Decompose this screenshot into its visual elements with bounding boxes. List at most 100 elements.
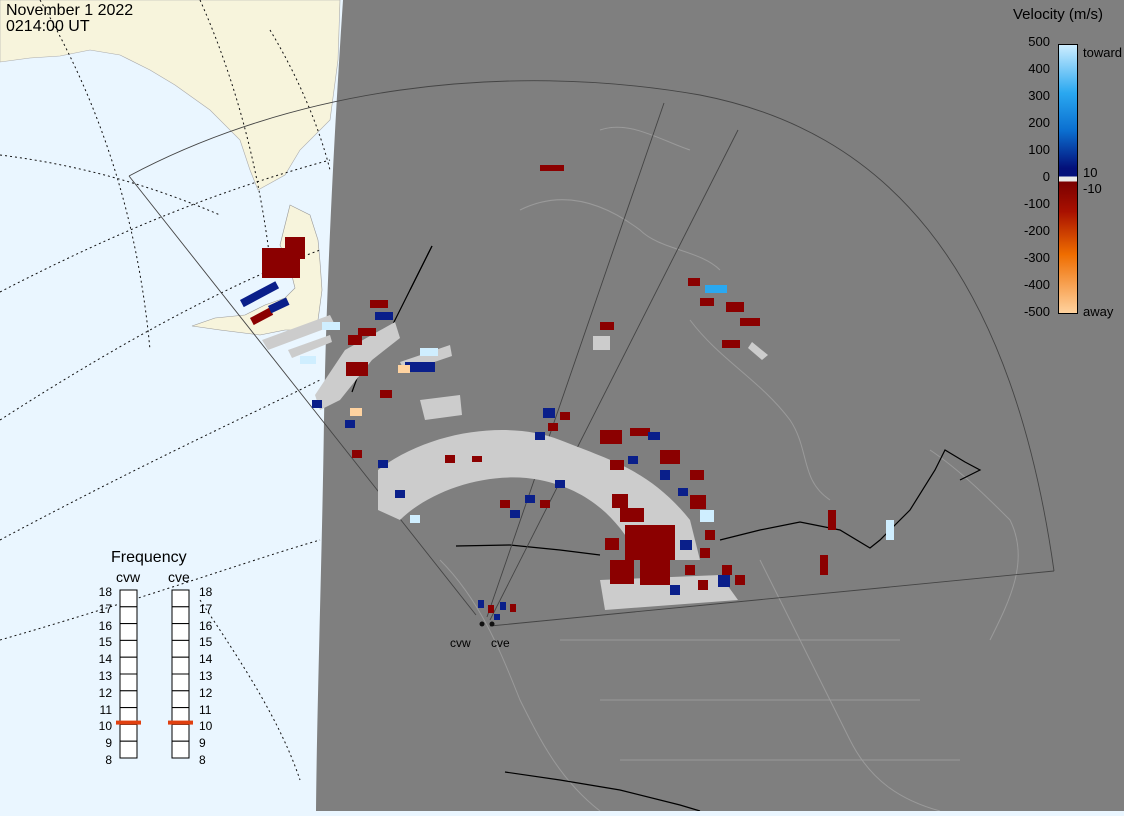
velocity-scale-title: Velocity (m/s)	[1013, 6, 1104, 23]
velocity-cell	[380, 390, 392, 398]
velocity-cell	[698, 580, 708, 590]
radar-site-cve	[489, 621, 495, 627]
frequency-level-label: 10	[98, 719, 112, 734]
velocity-tick: -300	[1023, 250, 1050, 265]
velocity-cell	[688, 278, 700, 286]
frequency-marker-cvw	[116, 720, 141, 725]
frequency-cell	[171, 606, 190, 625]
velocity-cell	[350, 408, 362, 416]
velocity-tick: -400	[1023, 277, 1050, 292]
velocity-cell	[718, 575, 730, 587]
frequency-cell	[171, 623, 190, 641]
frequency-level-label: 18	[98, 585, 112, 599]
velocity-cell	[500, 500, 510, 508]
velocity-cell	[494, 614, 500, 620]
frequency-level-label: 10	[199, 719, 213, 734]
velocity-away-label: away	[1083, 304, 1114, 319]
velocity-cell	[630, 428, 650, 436]
velocity-cell	[605, 538, 619, 550]
frequency-cell	[171, 656, 190, 675]
velocity-cell	[705, 285, 727, 293]
velocity-cell	[345, 420, 355, 428]
velocity-cell	[472, 456, 482, 462]
frequency-level-label: 8	[199, 753, 206, 767]
velocity-cell	[670, 585, 680, 595]
velocity-tick: -200	[1023, 223, 1050, 238]
velocity-cell	[678, 488, 688, 496]
frequency-level-label: 16	[98, 618, 112, 633]
velocity-cell	[648, 432, 660, 440]
velocity-cell	[726, 302, 744, 312]
velocity-cell	[420, 348, 438, 356]
velocity-cell	[239, 281, 280, 308]
velocity-cell	[395, 490, 405, 498]
velocity-tick: 400	[1028, 61, 1050, 76]
frequency-cell	[119, 606, 138, 625]
velocity-cell	[358, 328, 376, 336]
velocity-cell	[600, 322, 614, 330]
time-label: 0214:00 UT	[6, 18, 90, 35]
frequency-level-label: 14	[98, 652, 112, 667]
frequency-level-label: 17	[98, 601, 112, 616]
velocity-cell	[640, 545, 670, 585]
velocity-cell	[375, 312, 393, 320]
frequency-level-label: 11	[199, 702, 212, 717]
velocity-cell	[250, 307, 274, 326]
sunlit-land-alaska	[0, 0, 341, 191]
frequency-title: Frequency	[111, 549, 187, 566]
velocity-cell	[735, 575, 745, 585]
velocity-cell	[722, 340, 740, 348]
frequency-level-label: 14	[199, 652, 213, 667]
frequency-meters	[116, 589, 193, 759]
velocity-cell	[690, 495, 706, 509]
velocity-cell	[268, 297, 290, 314]
frequency-radar-cvw: cvw	[116, 569, 141, 585]
velocity-cell	[700, 298, 714, 306]
velocity-cell	[705, 530, 715, 540]
velocity-cell	[500, 602, 506, 610]
frequency-cell	[119, 623, 138, 641]
velocity-cell	[685, 565, 695, 575]
frequency-level-label: 13	[199, 669, 213, 683]
frequency-cell	[119, 673, 138, 692]
velocity-tick: 500	[1028, 34, 1050, 49]
frequency-cell	[171, 673, 190, 692]
frequency-cell	[171, 690, 190, 709]
frequency-level-label: 17	[199, 601, 213, 616]
date-label: November 1 2022	[6, 2, 134, 19]
velocity-cell	[612, 494, 628, 508]
velocity-cell	[300, 356, 316, 364]
velocity-cell	[610, 560, 634, 584]
velocity-toward-label: toward	[1083, 45, 1123, 60]
velocity-cell	[348, 335, 362, 345]
frequency-level-label: 15	[98, 635, 112, 650]
frequency-cell	[171, 639, 190, 658]
velocity-cell	[370, 300, 388, 308]
radar-site-cvw	[479, 621, 485, 627]
velocity-tick: -100	[1023, 196, 1050, 211]
velocity-cell	[488, 605, 494, 613]
frequency-cell	[119, 589, 138, 608]
velocity-cell	[560, 412, 570, 420]
frequency-cell	[119, 723, 138, 742]
velocity-cell	[886, 520, 894, 540]
velocity-cell	[510, 604, 516, 612]
night-region	[316, 0, 1124, 811]
velocity-colorbar	[1058, 44, 1078, 314]
velocity-tick: 300	[1028, 88, 1050, 103]
velocity-cell	[620, 508, 644, 522]
fov-center-line	[409, 245, 433, 291]
frequency-cell	[119, 656, 138, 675]
frequency-level-label: 12	[199, 685, 213, 700]
velocity-cell	[680, 540, 692, 550]
coastlines	[439, 126, 1019, 812]
velocity-tick: -500	[1023, 304, 1050, 319]
frequency-level-label: 9	[105, 736, 112, 751]
graticule	[0, 0, 331, 781]
velocity-cell	[828, 510, 836, 530]
velocity-cell	[548, 423, 558, 431]
radar-label-cvw: cvw	[450, 636, 471, 650]
velocity-cell	[700, 510, 714, 522]
frequency-cell	[171, 740, 190, 759]
